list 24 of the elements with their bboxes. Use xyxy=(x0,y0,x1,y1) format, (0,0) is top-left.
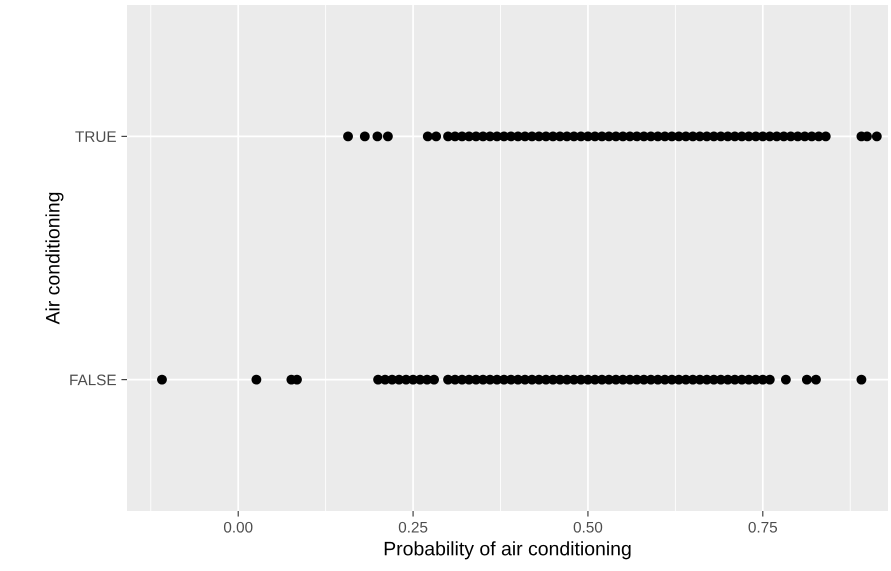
y-axis-title: Air conditioning xyxy=(45,192,64,324)
point xyxy=(811,374,821,385)
point xyxy=(856,374,866,385)
point xyxy=(820,131,831,142)
point xyxy=(422,131,433,142)
point xyxy=(343,131,353,142)
point xyxy=(157,374,167,385)
y-tick-label: FALSE xyxy=(70,374,116,386)
point xyxy=(382,131,393,142)
x-tick-label: 0.25 xyxy=(398,522,428,533)
point xyxy=(780,374,791,385)
point xyxy=(251,374,262,385)
point xyxy=(764,374,775,385)
point xyxy=(431,131,442,142)
x-tick-label: 0.75 xyxy=(748,522,778,533)
point xyxy=(802,374,812,385)
x-axis-title: Probability of air conditioning xyxy=(384,541,631,560)
point xyxy=(372,131,382,142)
y-tick-label: TRUE xyxy=(75,131,116,142)
x-tick-label: 0.50 xyxy=(574,522,602,533)
point xyxy=(360,131,370,142)
point xyxy=(429,374,439,385)
x-tick-label: 0.00 xyxy=(224,522,252,533)
point xyxy=(872,131,882,142)
